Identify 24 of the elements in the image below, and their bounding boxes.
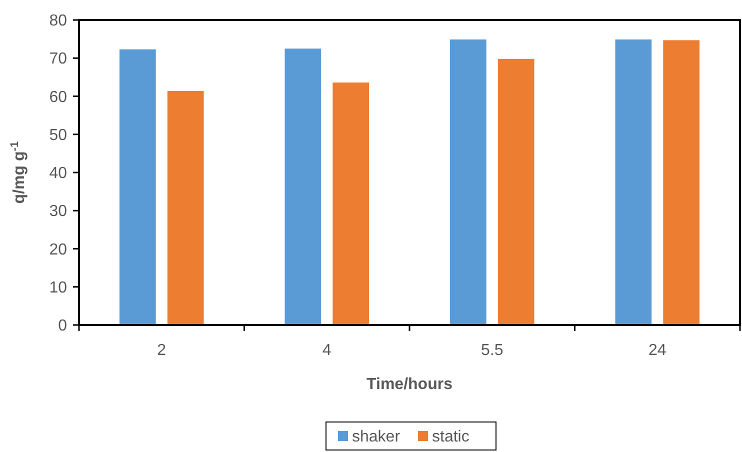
x-tick-label: 5.5 bbox=[481, 342, 504, 359]
y-tick-label: 30 bbox=[49, 203, 68, 220]
bar bbox=[615, 39, 652, 325]
bar bbox=[167, 90, 204, 325]
y-tick-label: 0 bbox=[58, 318, 68, 335]
x-axis-title: Time/hours bbox=[366, 376, 453, 393]
y-tick-label: 50 bbox=[49, 126, 68, 144]
bar bbox=[498, 58, 534, 325]
bar bbox=[284, 48, 322, 325]
bar bbox=[119, 49, 156, 325]
y-tick-label: 40 bbox=[49, 165, 68, 182]
y-tick-label: 20 bbox=[49, 241, 68, 258]
y-tick-label: 60 bbox=[49, 88, 68, 106]
bar bbox=[450, 39, 486, 325]
y-tick-label: 10 bbox=[49, 279, 68, 296]
bar bbox=[663, 40, 700, 325]
y-tick-label: 80 bbox=[49, 12, 68, 30]
x-tick-label: 4 bbox=[322, 342, 332, 359]
legend-label: shaker bbox=[352, 428, 401, 446]
legend-label: static bbox=[432, 428, 470, 446]
x-tick-label: 24 bbox=[648, 342, 666, 359]
y-tick-label: 70 bbox=[49, 50, 68, 68]
x-tick-label: 2 bbox=[157, 342, 166, 359]
bar bbox=[332, 82, 370, 325]
